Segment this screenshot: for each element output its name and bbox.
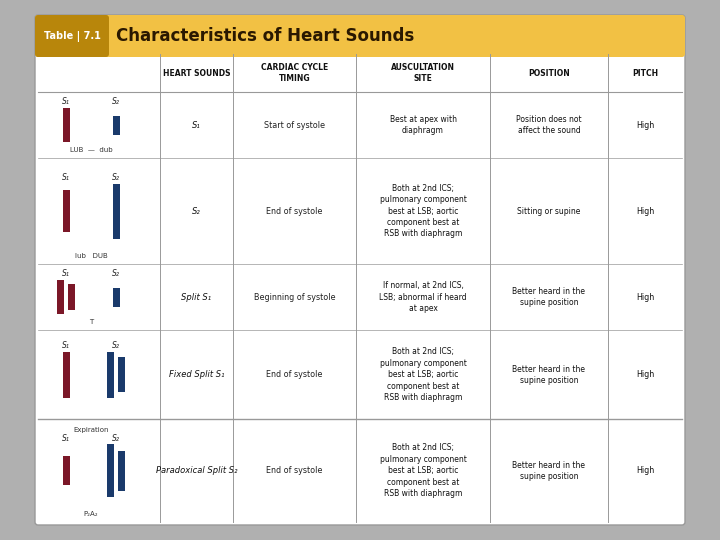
Text: Split S₁: Split S₁ [181, 293, 212, 301]
Bar [112, 184, 120, 239]
Text: Table | 7.1: Table | 7.1 [44, 30, 100, 42]
Text: End of systole: End of systole [266, 207, 323, 215]
Text: Both at 2nd ICS;
pulmonary component
best at LSB; aortic
component best at
RSB w: Both at 2nd ICS; pulmonary component bes… [379, 443, 467, 498]
Bar [68, 284, 75, 310]
Text: If normal, at 2nd ICS,
LSB; abnormal if heard
at apex: If normal, at 2nd ICS, LSB; abnormal if … [379, 281, 467, 313]
Text: Start of systole: Start of systole [264, 120, 325, 130]
Text: Expiration: Expiration [73, 428, 109, 434]
Bar [107, 444, 114, 497]
Text: Position does not
affect the sound: Position does not affect the sound [516, 115, 582, 136]
Bar [63, 352, 70, 398]
Text: Characteristics of Heart Sounds: Characteristics of Heart Sounds [116, 27, 414, 45]
Text: T: T [89, 319, 93, 325]
FancyBboxPatch shape [35, 15, 685, 57]
Bar [38, 36, 106, 54]
Text: High: High [636, 466, 654, 475]
FancyBboxPatch shape [35, 15, 685, 525]
Bar [107, 352, 114, 398]
Bar [38, 18, 682, 54]
Text: POSITION: POSITION [528, 69, 570, 78]
Text: Sitting or supine: Sitting or supine [517, 207, 581, 215]
Text: S₂: S₂ [112, 269, 120, 279]
Text: Better heard in the
supine position: Better heard in the supine position [513, 364, 585, 385]
Bar [63, 191, 70, 232]
Text: CARDIAC CYCLE
TIMING: CARDIAC CYCLE TIMING [261, 63, 328, 83]
Text: S₁: S₁ [62, 173, 70, 182]
Text: S₁: S₁ [192, 120, 201, 130]
Text: End of systole: End of systole [266, 370, 323, 379]
Text: Beginning of systole: Beginning of systole [253, 293, 336, 301]
Bar [63, 456, 70, 485]
Text: Both at 2nd ICS;
pulmonary component
best at LSB; aortic
component best at
RSB w: Both at 2nd ICS; pulmonary component bes… [379, 347, 467, 402]
Bar [57, 280, 64, 314]
Bar [38, 36, 682, 54]
Text: HEART SOUNDS: HEART SOUNDS [163, 69, 230, 78]
Text: AUSCULTATION
SITE: AUSCULTATION SITE [391, 63, 455, 83]
Bar [72, 18, 106, 54]
Text: S₁: S₁ [62, 269, 70, 279]
Text: S₂: S₂ [112, 173, 120, 182]
Text: Paradoxical Split S₂: Paradoxical Split S₂ [156, 466, 238, 475]
Text: PITCH: PITCH [632, 69, 658, 78]
Text: High: High [636, 370, 654, 379]
Text: Fixed Split S₁: Fixed Split S₁ [168, 370, 224, 379]
Text: lub   DUB: lub DUB [75, 253, 107, 259]
Text: S₂: S₂ [112, 341, 120, 350]
Text: Better heard in the
supine position: Better heard in the supine position [513, 461, 585, 481]
Text: Best at apex with
diaphragm: Best at apex with diaphragm [390, 115, 456, 136]
Bar [118, 357, 125, 392]
Bar [112, 116, 120, 134]
Text: S₂: S₂ [112, 434, 120, 443]
Bar [118, 451, 125, 491]
Text: End of systole: End of systole [266, 466, 323, 475]
Text: LUB  —  dub: LUB — dub [70, 147, 112, 153]
Text: P₂A₂: P₂A₂ [84, 511, 99, 517]
Text: High: High [636, 120, 654, 130]
Text: Better heard in the
supine position: Better heard in the supine position [513, 287, 585, 307]
FancyBboxPatch shape [35, 15, 109, 57]
Text: Both at 2nd ICS;
pulmonary component
best at LSB; aortic
component best at
RSB w: Both at 2nd ICS; pulmonary component bes… [379, 184, 467, 239]
Text: S₂: S₂ [192, 207, 201, 215]
Text: High: High [636, 207, 654, 215]
Text: S₁: S₁ [62, 434, 70, 443]
Text: S₂: S₂ [112, 97, 120, 106]
Text: S₁: S₁ [62, 97, 70, 106]
Bar [63, 108, 70, 142]
Bar [112, 288, 120, 307]
Text: High: High [636, 293, 654, 301]
Text: S₁: S₁ [62, 341, 70, 350]
